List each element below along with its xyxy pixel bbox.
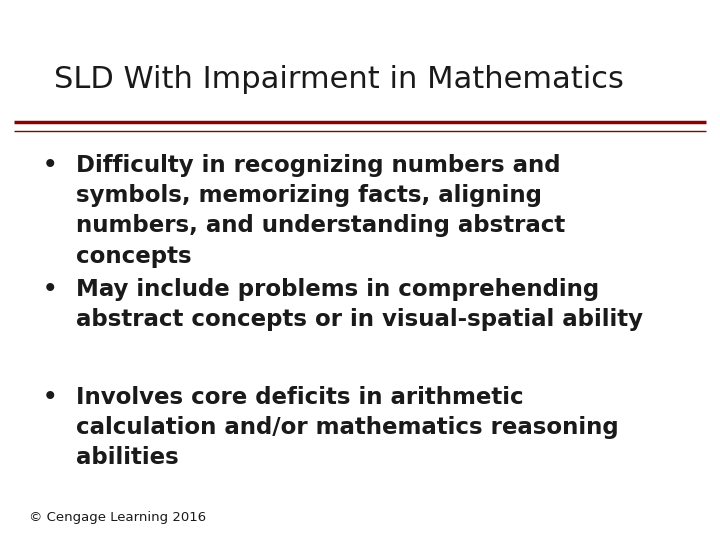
Text: Involves core deficits in arithmetic
calculation and/or mathematics reasoning
ab: Involves core deficits in arithmetic cal… xyxy=(76,386,618,469)
Text: •: • xyxy=(43,386,58,409)
Text: © Cengage Learning 2016: © Cengage Learning 2016 xyxy=(29,511,206,524)
Text: May include problems in comprehending
abstract concepts or in visual-spatial abi: May include problems in comprehending ab… xyxy=(76,278,643,332)
Text: •: • xyxy=(43,154,58,177)
Text: Difficulty in recognizing numbers and
symbols, memorizing facts, aligning
number: Difficulty in recognizing numbers and sy… xyxy=(76,154,565,267)
Text: SLD With Impairment in Mathematics: SLD With Impairment in Mathematics xyxy=(54,65,624,94)
Text: •: • xyxy=(43,278,58,301)
